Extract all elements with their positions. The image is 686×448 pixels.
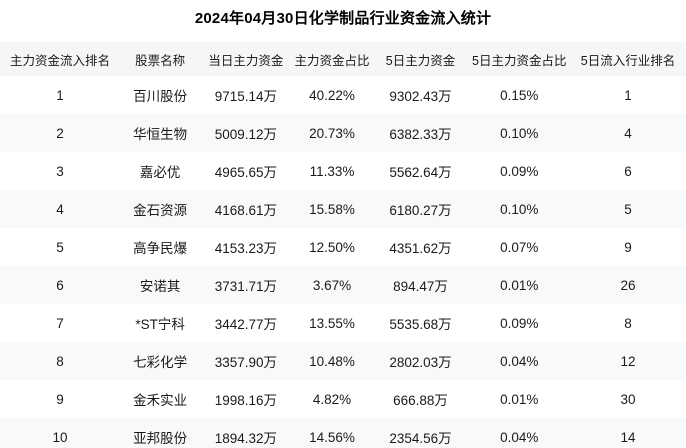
table-row: 6 安诺其 3731.71万 3.67% 894.47万 0.01% 26 — [0, 266, 686, 304]
cell-5day-industry-rank: 1 — [624, 87, 632, 103]
col-header-stock-name: 股票名称 — [120, 42, 201, 76]
cell-main-fund-ratio: 13.55% — [309, 315, 355, 331]
cell-5day-main-fund-ratio: 0.01% — [500, 391, 539, 407]
cell-5day-main-fund-ratio: 0.09% — [500, 315, 539, 331]
cell-rank: 4 — [0, 190, 121, 228]
cell-5day-main-fund: 5562.64万 — [389, 165, 452, 180]
cell-5day-main-fund-ratio: 0.15% — [500, 87, 539, 103]
cell-5day-industry-rank: 6 — [624, 163, 632, 179]
table-row: 3 嘉必优 4965.65万 11.33% 5562.64万 0.09% 6 — [0, 152, 686, 190]
cell-rank: 5 — [56, 239, 64, 255]
cell-5day-main-fund-ratio: 0.04% — [468, 418, 571, 448]
cell-5day-industry-rank: 5 — [570, 190, 686, 228]
cell-main-fund-ratio: 4.82% — [312, 391, 352, 407]
cell-5day-main-fund: 6382.33万 — [372, 114, 469, 152]
table-row: 1 百川股份 9715.14万 40.22% 9302.43万 0.15% 1 — [0, 76, 686, 114]
cell-today-main-fund: 1998.16万 — [214, 393, 278, 408]
table-row: 7 *ST宁科 3442.77万 13.55% 5535.68万 0.09% 8 — [0, 304, 686, 342]
table-row: 2 华恒生物 5009.12万 20.73% 6382.33万 0.10% 4 — [0, 114, 686, 152]
col-header-5day-main-fund: 5日主力资金 — [372, 42, 469, 76]
cell-5day-main-fund-ratio: 0.10% — [468, 190, 571, 228]
cell-5day-main-fund: 666.88万 — [393, 393, 448, 408]
cell-rank: 1 — [56, 87, 64, 103]
cell-stock-name: *ST宁科 — [135, 317, 185, 332]
table-header: 主力资金流入排名 股票名称 当日主力资金 主力资金占比 5日主力资金 5日主力资… — [0, 42, 686, 76]
cell-today-main-fund: 5009.12万 — [200, 114, 292, 152]
table-header-row: 主力资金流入排名 股票名称 当日主力资金 主力资金占比 5日主力资金 5日主力资… — [0, 42, 686, 76]
cell-stock-name: 金禾实业 — [133, 393, 188, 408]
col-header-today-main-fund: 当日主力资金 — [200, 42, 292, 76]
cell-today-main-fund: 3442.77万 — [214, 317, 278, 332]
cell-5day-main-fund-ratio: 0.07% — [500, 239, 539, 255]
cell-main-fund-ratio: 15.58% — [291, 190, 373, 228]
cell-5day-main-fund: 9302.43万 — [389, 89, 452, 104]
cell-main-fund-ratio: 40.22% — [309, 87, 355, 103]
cell-5day-industry-rank: 12 — [570, 342, 686, 380]
cell-rank: 3 — [56, 163, 64, 179]
col-header-5day-industry-rank: 5日流入行业排名 — [570, 42, 686, 76]
table-row: 4 金石资源 4168.61万 15.58% 6180.27万 0.10% 5 — [0, 190, 686, 228]
cell-stock-name: 金石资源 — [120, 190, 201, 228]
page-title: 2024年04月30日化学制品行业资金流入统计 — [194, 10, 492, 27]
cell-today-main-fund: 3357.90万 — [200, 342, 292, 380]
cell-rank: 10 — [0, 418, 121, 448]
cell-5day-main-fund-ratio: 0.09% — [500, 163, 539, 179]
cell-stock-name: 百川股份 — [133, 89, 188, 104]
cell-5day-main-fund-ratio: 0.10% — [468, 114, 571, 152]
cell-5day-main-fund-ratio: 0.04% — [468, 342, 571, 380]
cell-main-fund-ratio: 11.33% — [309, 163, 355, 179]
col-header-5day-main-fund-ratio: 5日主力资金占比 — [468, 42, 571, 76]
cell-rank: 2 — [0, 114, 121, 152]
cell-5day-main-fund: 5535.68万 — [389, 317, 452, 332]
cell-today-main-fund: 1894.32万 — [200, 418, 292, 448]
cell-5day-main-fund: 6180.27万 — [372, 190, 469, 228]
cell-5day-main-fund: 4351.62万 — [389, 241, 452, 256]
cell-5day-main-fund: 894.47万 — [372, 266, 469, 304]
cell-stock-name: 安诺其 — [120, 266, 201, 304]
table-row: 10 亚邦股份 1894.32万 14.56% 2354.56万 0.04% 14 — [0, 418, 686, 448]
cell-main-fund-ratio: 20.73% — [291, 114, 373, 152]
cell-main-fund-ratio: 14.56% — [291, 418, 373, 448]
cell-rank: 8 — [0, 342, 121, 380]
cell-main-fund-ratio: 10.48% — [291, 342, 373, 380]
cell-today-main-fund: 3731.71万 — [200, 266, 292, 304]
cell-main-fund-ratio: 3.67% — [291, 266, 373, 304]
cell-today-main-fund: 4153.23万 — [214, 241, 278, 256]
cell-5day-industry-rank: 26 — [570, 266, 686, 304]
table-body: 1 百川股份 9715.14万 40.22% 9302.43万 0.15% 1 2 华恒生物 50… — [0, 76, 686, 448]
cell-today-main-fund: 4168.61万 — [200, 190, 292, 228]
col-header-main-inflow-rank: 主力资金流入排名 — [0, 42, 121, 76]
cell-5day-industry-rank: 4 — [570, 114, 686, 152]
cell-5day-main-fund-ratio: 0.01% — [468, 266, 571, 304]
cell-5day-industry-rank: 30 — [620, 391, 636, 407]
col-header-main-fund-ratio: 主力资金占比 — [291, 42, 373, 76]
cell-stock-name: 高争民爆 — [133, 241, 188, 256]
cell-5day-industry-rank: 14 — [570, 418, 686, 448]
cell-5day-main-fund: 2354.56万 — [372, 418, 469, 448]
cell-main-fund-ratio: 12.50% — [309, 239, 355, 255]
cell-today-main-fund: 4965.65万 — [214, 165, 278, 180]
cell-rank: 6 — [0, 266, 121, 304]
cell-stock-name: 七彩化学 — [120, 342, 201, 380]
fund-inflow-table: 主力资金流入排名 股票名称 当日主力资金 主力资金占比 5日主力资金 5日主力资… — [0, 42, 686, 448]
table-row: 9 金禾实业 1998.16万 4.82% 666.88万 0.01% 30 — [0, 380, 686, 418]
cell-rank: 7 — [56, 315, 64, 331]
cell-5day-industry-rank: 9 — [624, 239, 632, 255]
table-row: 8 七彩化学 3357.90万 10.48% 2802.03万 0.04% 12 — [0, 342, 686, 380]
cell-5day-main-fund: 2802.03万 — [372, 342, 469, 380]
cell-today-main-fund: 9715.14万 — [214, 89, 278, 104]
cell-stock-name: 亚邦股份 — [120, 418, 201, 448]
cell-stock-name: 华恒生物 — [120, 114, 201, 152]
table-row: 5 高争民爆 4153.23万 12.50% 4351.62万 0.07% 9 — [0, 228, 686, 266]
cell-stock-name: 嘉必优 — [139, 165, 181, 180]
cell-5day-industry-rank: 8 — [624, 315, 632, 331]
cell-rank: 9 — [56, 391, 64, 407]
